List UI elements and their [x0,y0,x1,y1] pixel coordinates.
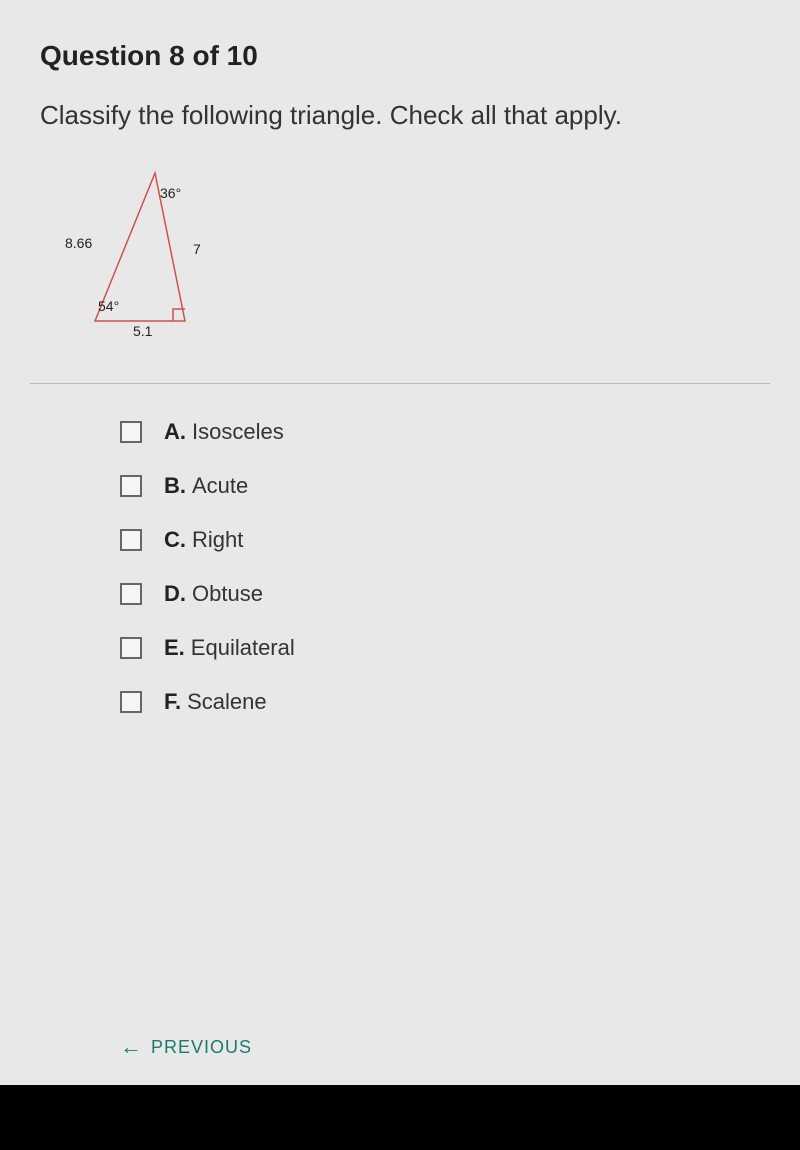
triangle-svg [45,163,265,343]
question-number-header: Question 8 of 10 [40,40,770,72]
side-right-label: 7 [193,241,201,257]
bottom-black-bar [0,1085,800,1150]
option-a[interactable]: A. Isosceles [120,419,770,445]
arrow-left-icon: ← [120,1034,143,1060]
side-bottom-label: 5.1 [133,323,152,339]
angle-top-label: 36° [160,185,181,201]
previous-button[interactable]: ← PREVIOUS [120,1034,252,1060]
checkbox-b[interactable] [120,475,142,497]
side-left-label: 8.66 [65,235,92,251]
checkbox-c[interactable] [120,529,142,551]
option-letter: B. [164,473,186,499]
option-text: Right [192,527,243,553]
option-text: Equilateral [191,635,295,661]
question-prompt: Classify the following triangle. Check a… [40,97,770,133]
option-text: Isosceles [192,419,284,445]
option-letter: C. [164,527,186,553]
option-letter: F. [164,689,181,715]
option-c[interactable]: C. Right [120,527,770,553]
option-d[interactable]: D. Obtuse [120,581,770,607]
checkbox-f[interactable] [120,691,142,713]
option-text: Scalene [187,689,267,715]
option-text: Acute [192,473,248,499]
checkbox-e[interactable] [120,637,142,659]
previous-label: PREVIOUS [151,1037,252,1058]
option-e[interactable]: E. Equilateral [120,635,770,661]
option-letter: A. [164,419,186,445]
triangle-figure: 36° 8.66 7 54° 5.1 [45,163,265,343]
option-letter: E. [164,635,185,661]
option-b[interactable]: B. Acute [120,473,770,499]
angle-bottom-label: 54° [98,298,119,314]
checkbox-d[interactable] [120,583,142,605]
checkbox-a[interactable] [120,421,142,443]
option-f[interactable]: F. Scalene [120,689,770,715]
option-text: Obtuse [192,581,263,607]
answer-options-list: A. Isosceles B. Acute C. Right D. Obtuse… [120,419,770,715]
option-letter: D. [164,581,186,607]
section-divider [30,383,770,384]
